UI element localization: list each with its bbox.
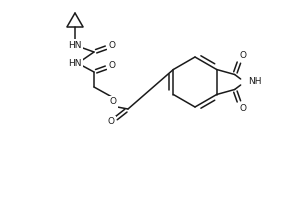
Text: O: O — [239, 104, 246, 113]
Text: NH: NH — [248, 77, 261, 86]
Text: O: O — [110, 98, 116, 106]
Text: O: O — [109, 42, 116, 50]
Text: HN: HN — [68, 58, 82, 68]
Text: HN: HN — [68, 40, 82, 49]
Text: O: O — [109, 62, 116, 71]
Text: O: O — [107, 117, 115, 127]
Text: O: O — [239, 51, 246, 60]
